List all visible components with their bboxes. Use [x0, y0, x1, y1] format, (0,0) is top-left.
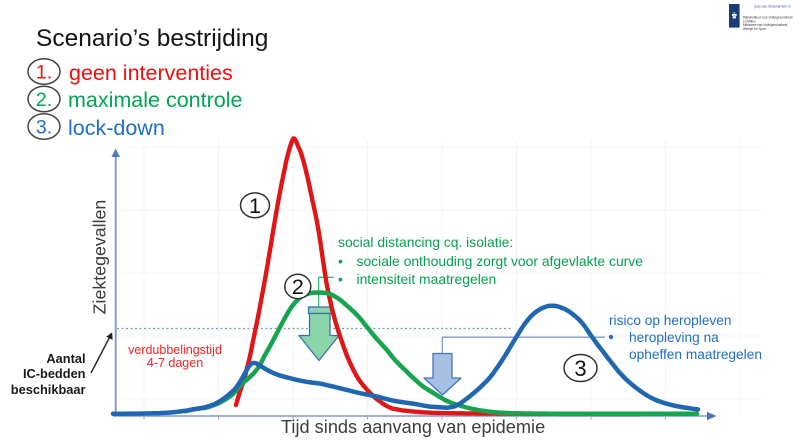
svg-text:3.: 3.	[36, 116, 52, 138]
svg-text:1: 1	[249, 194, 261, 218]
svg-text:2: 2	[292, 275, 304, 299]
svg-text:1.: 1.	[36, 61, 52, 83]
svg-text:2.: 2.	[36, 89, 52, 111]
svg-text:3: 3	[574, 356, 586, 381]
